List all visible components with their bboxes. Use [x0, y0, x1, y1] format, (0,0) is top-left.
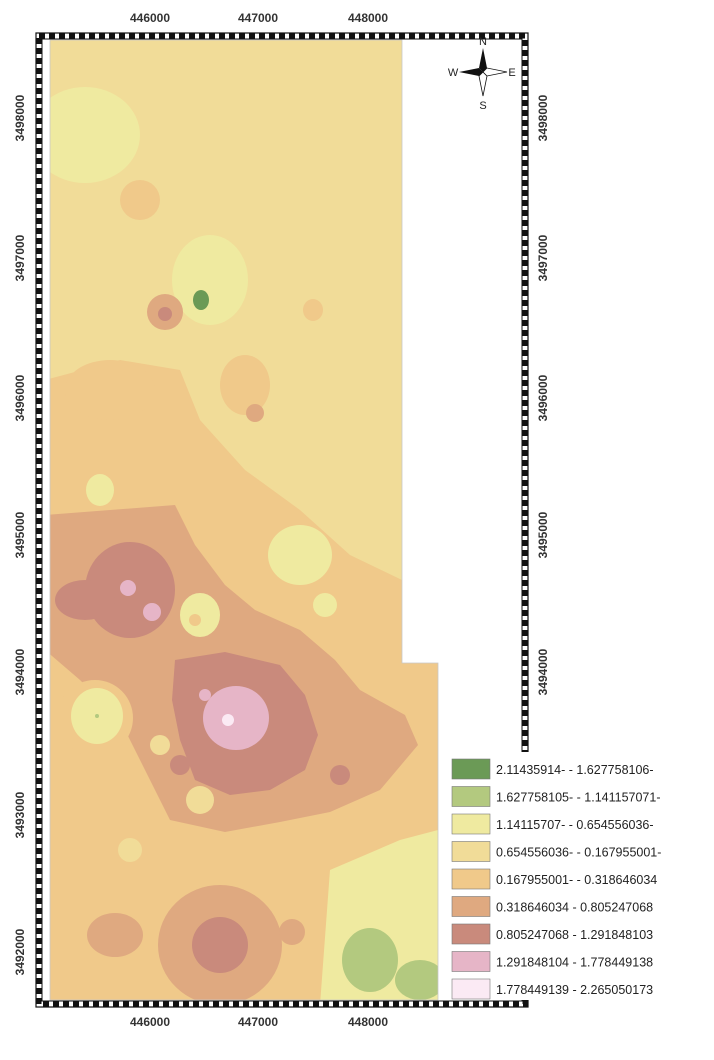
- north-arrow-compass-icon: N S E W: [448, 36, 516, 112]
- legend-label: 0.805247068 - 1.291848103: [496, 928, 653, 942]
- legend-swatch: [451, 868, 491, 890]
- legend-swatch: [451, 923, 491, 945]
- study-area-outline: [49, 39, 439, 1001]
- y-tick-label: 3496000: [536, 374, 550, 421]
- y-tick-label: 3492000: [13, 928, 27, 975]
- legend-item: 0.654556036- - 0.167955001-: [451, 841, 661, 862]
- x-axis-ticks-bottom: 446000 447000 448000: [130, 1015, 388, 1029]
- legend-label: 1.778449139 - 2.265050173: [496, 983, 653, 997]
- compass-e-label: E: [508, 67, 515, 79]
- legend-swatch: [451, 758, 491, 780]
- y-tick-label: 3498000: [13, 94, 27, 141]
- legend-item: 1.778449139 - 2.265050173: [451, 978, 653, 1000]
- x-tick-label: 448000: [348, 11, 388, 25]
- y-tick-label: 3493000: [13, 791, 27, 838]
- legend-item: 0.167955001- - 0.318646034: [451, 868, 657, 890]
- y-axis-ticks-left: 3498000 3497000 3496000 3495000 3494000 …: [13, 94, 27, 975]
- y-tick-label: 3496000: [13, 374, 27, 421]
- y-tick-label: 3497000: [536, 234, 550, 281]
- y-tick-label: 3495000: [13, 511, 27, 558]
- legend-item: 1.291848104 - 1.778449138: [451, 951, 653, 972]
- x-tick-label: 446000: [130, 11, 170, 25]
- legend-swatch: [451, 896, 491, 917]
- legend-swatch: [451, 813, 491, 835]
- compass-s-label: S: [479, 100, 486, 112]
- compass-w-label: W: [448, 67, 459, 79]
- x-tick-label: 446000: [130, 1015, 170, 1029]
- legend-label: 1.627758105- - 1.141157071-: [496, 791, 661, 805]
- legend-item: 1.627758105- - 1.141157071-: [451, 786, 661, 807]
- legend-label: 1.291848104 - 1.778449138: [496, 956, 653, 970]
- map-frame: [35, 32, 529, 1008]
- y-axis-ticks-right: 3498000 3497000 3496000 3495000 3494000: [536, 94, 550, 695]
- legend-label: 0.318646034 - 0.805247068: [496, 901, 653, 915]
- legend-label: 0.654556036- - 0.167955001-: [496, 846, 661, 860]
- interpolated-surface: [50, 40, 438, 1000]
- y-tick-label: 3494000: [536, 648, 550, 695]
- compass-n-label: N: [479, 36, 487, 48]
- legend: 2.11435914- - 1.627758106- 1.627758105- -…: [446, 752, 704, 1000]
- legend-item: 1.14115707- - 0.654556036-: [451, 813, 654, 835]
- legend-swatch: [451, 786, 491, 807]
- legend-item: 0.805247068 - 1.291848103: [451, 923, 653, 945]
- y-tick-label: 3497000: [13, 234, 27, 281]
- legend-label: 0.167955001- - 0.318646034: [496, 873, 657, 887]
- x-axis-ticks-top: 446000 447000 448000: [130, 11, 388, 25]
- legend-label: 1.14115707- - 0.654556036-: [496, 818, 654, 832]
- legend-swatch: [451, 978, 491, 1000]
- legend-swatch: [451, 951, 491, 972]
- legend-label: 2.11435914- - 1.627758106-: [496, 763, 654, 777]
- x-tick-label: 448000: [348, 1015, 388, 1029]
- y-tick-label: 3495000: [536, 511, 550, 558]
- legend-item: 2.11435914- - 1.627758106-: [451, 758, 654, 780]
- x-tick-label: 447000: [238, 11, 278, 25]
- legend-item: 0.318646034 - 0.805247068: [451, 896, 653, 917]
- x-tick-label: 447000: [238, 1015, 278, 1029]
- y-tick-label: 3494000: [13, 648, 27, 695]
- legend-swatch: [451, 841, 491, 862]
- y-tick-label: 3498000: [536, 94, 550, 141]
